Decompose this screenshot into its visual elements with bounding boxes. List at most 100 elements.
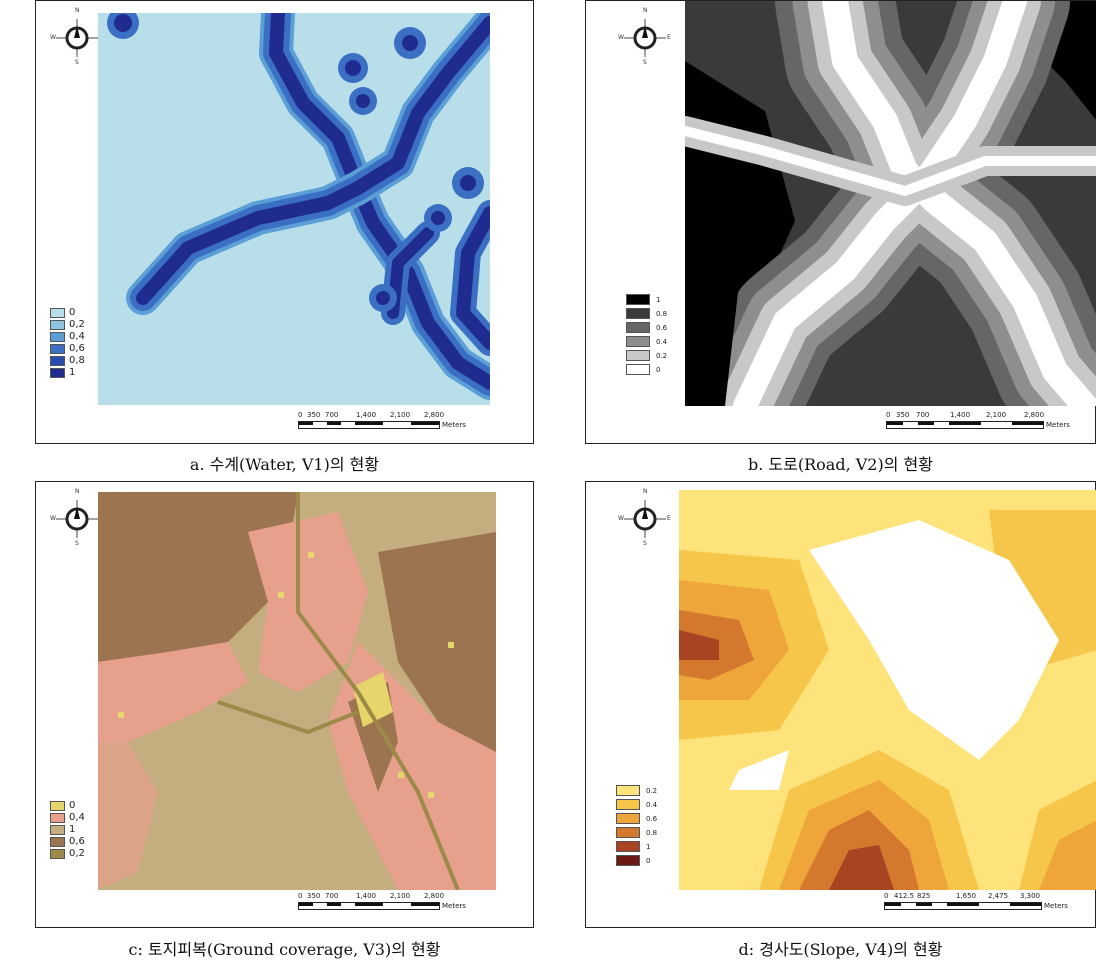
legend-label: 0.8 [646,828,658,837]
legend-swatch [616,841,640,852]
legend-item: 0.2 [616,784,657,797]
caption-slope: d: 경사도(Slope, V4)의 현황 [738,940,943,959]
legend-swatch [50,824,65,835]
compass-north: N [643,488,648,495]
legend-swatch [616,799,640,810]
panel-road: N W E S 1 0.8 0 [585,0,1096,444]
legend-item: 0 [616,854,657,867]
legend-label: 1 [69,823,76,835]
legend-label: 0 [69,306,76,318]
compass-icon: N W E S [50,7,104,67]
legend-label: 0.2 [656,351,668,360]
scale-bar: 0 350 700 1,400 2,100 2,800 Meters [886,411,1091,429]
scale-tick: 1,400 [356,892,377,900]
legend-item: 0.6 [616,812,657,825]
legend-label: 0.6 [656,323,668,332]
legend-label: 0,6 [69,342,85,354]
legend-item: 0 [50,800,85,811]
compass-east: E [667,515,671,522]
legend-label: 0,2 [69,847,85,859]
legend-item: 0.6 [626,321,667,334]
legend-item: 1 [626,293,667,306]
legend-label: 0,2 [69,318,85,330]
legend-item: 0,4 [50,331,85,342]
legend-item: 0.4 [626,335,667,348]
caption-ground-coverage: c: 토지피복(Ground coverage, V3)의 현황 [128,940,441,959]
scale-tick: 700 [325,411,339,419]
legend-label: 0 [656,365,661,374]
scale-tick: 350 [307,892,321,900]
caption-road: b. 도로(Road, V2)의 현황 [748,455,933,474]
scale-tick: 1,400 [950,411,971,419]
compass-north: N [75,7,80,14]
scale-bar-graphic [298,421,440,429]
legend-swatch [626,322,650,333]
scale-bar: 0 350 700 1,400 2,100 2,800 Meters [298,411,488,429]
legend-swatch [50,307,65,318]
compass-icon: N W E S [618,7,672,67]
legend-label: 0 [646,856,651,865]
legend: 0 0,4 1 0,6 0,2 [50,800,85,860]
scale-units: Meters [442,902,466,910]
legend: 0 0,2 0,4 0,6 0,8 1 [50,307,85,379]
road-map [685,1,1096,406]
scale-tick: 1,400 [356,411,377,419]
legend-swatch [616,785,640,796]
legend-label: 0,6 [69,835,85,847]
scale-tick: 2,100 [390,892,411,900]
legend-swatch [50,319,65,330]
scale-bar-graphic [884,902,1042,910]
legend-swatch [50,355,65,366]
legend-label: 0.4 [656,337,668,346]
legend-item: 0 [50,307,85,318]
scale-tick: 0 [298,411,303,419]
legend-label: 0.4 [646,800,658,809]
legend-item: 1 [616,840,657,853]
compass-west: W [50,34,56,41]
legend-swatch [626,350,650,361]
compass-west: W [50,515,56,522]
legend-label: 0.6 [646,814,658,823]
scale-tick: 825 [917,892,931,900]
legend-label: 0.8 [656,309,668,318]
legend-item: 0,8 [50,355,85,366]
panel-slope: N W E S 0.2 0.4 0.6 0.8 1 0 [585,481,1096,928]
scale-tick: 350 [307,411,321,419]
legend-swatch [50,367,65,378]
compass-south: S [75,59,79,66]
legend-swatch [50,812,65,823]
legend-swatch [50,800,65,811]
compass-east: E [667,34,671,41]
scale-tick: 2,100 [986,411,1007,419]
scale-units: Meters [1046,421,1070,429]
scale-bar-graphic [298,902,440,910]
panel-ground-coverage: N W E S 0 0,4 1 0,6 [35,481,534,928]
legend: 0.2 0.4 0.6 0.8 1 0 [616,784,657,868]
legend-label: 0.2 [646,786,658,795]
legend-swatch [616,855,640,866]
legend-item: 0,4 [50,812,85,823]
legend-swatch [626,336,650,347]
scale-tick: 2,800 [1024,411,1045,419]
compass-south: S [75,540,79,547]
scale-tick: 2,475 [988,892,1009,900]
scale-bar: 0 412.5 825 1,650 2,475 3,300 Meters [884,892,1092,910]
legend-item: 1 [50,367,85,378]
legend-swatch [626,308,650,319]
compass-icon: N W E S [50,488,104,548]
scale-bar: 0 350 700 1,400 2,100 2,800 Meters [298,892,488,910]
scale-bar-graphic [886,421,1044,429]
legend-item: 0,6 [50,836,85,847]
compass-south: S [643,59,647,66]
compass-north: N [643,7,648,14]
scale-tick: 412.5 [894,892,915,900]
legend-item: 0.8 [616,826,657,839]
slope-map [679,490,1096,890]
legend-label: 0 [69,799,76,811]
legend-item: 0,2 [50,319,85,330]
compass-north: N [75,488,80,495]
scale-units: Meters [442,421,466,429]
water-map [98,13,490,405]
legend-item: 0,2 [50,848,85,859]
legend-swatch [616,813,640,824]
